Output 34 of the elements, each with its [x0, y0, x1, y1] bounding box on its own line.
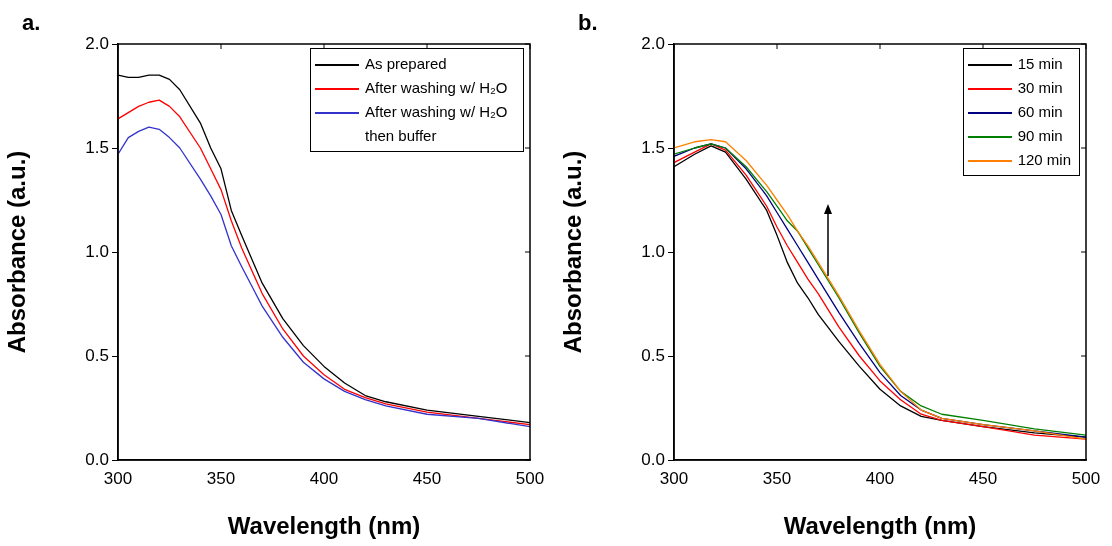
y-tick-label: 1.5	[85, 137, 109, 157]
x-tick-label: 350	[206, 468, 236, 488]
y-tick-label: 0.0	[85, 449, 109, 469]
y-tick-label: 0.5	[641, 345, 665, 365]
x-tick-label: 300	[659, 468, 689, 488]
chart-title: b.	[578, 10, 598, 35]
x-axis-title: Wavelength (nm)	[783, 512, 977, 540]
x-tick-label: 450	[412, 468, 442, 488]
y-tick-label: 1.0	[641, 241, 665, 261]
y-tick-label: 0.0	[641, 449, 665, 469]
x-axis-title: Wavelength (nm)	[227, 512, 421, 540]
y-tick-label: 1.0	[85, 241, 109, 261]
legend-label: 90 min	[1017, 126, 1063, 146]
legend-label: 30 min	[1017, 78, 1063, 98]
chart-title: a.	[22, 10, 41, 35]
x-tick-label: 400	[865, 468, 895, 488]
x-tick-label: 450	[968, 468, 998, 488]
legend-label: 15 min	[1017, 54, 1063, 74]
y-tick-label: 1.5	[641, 137, 665, 157]
y-tick-label: 2.0	[85, 33, 109, 53]
x-tick-label: 350	[762, 468, 792, 488]
y-axis-title: Absorbance (a.u.)	[3, 150, 31, 354]
y-tick-label: 0.5	[85, 345, 109, 365]
legend-label: After washing w/ H₂O then buffer	[365, 102, 509, 146]
x-tick-label: 400	[309, 468, 339, 488]
x-tick-label: 500	[515, 468, 545, 488]
legend-label: After washing w/ H₂O	[365, 78, 508, 98]
legend-label: As prepared	[365, 54, 447, 74]
x-tick-label: 500	[1071, 468, 1101, 488]
x-tick-label: 300	[103, 468, 133, 488]
y-tick-label: 2.0	[641, 33, 665, 53]
y-axis-title: Absorbance (a.u.)	[559, 150, 587, 354]
legend-label: 120 min	[1017, 150, 1071, 170]
legend-label: 60 min	[1017, 102, 1063, 122]
